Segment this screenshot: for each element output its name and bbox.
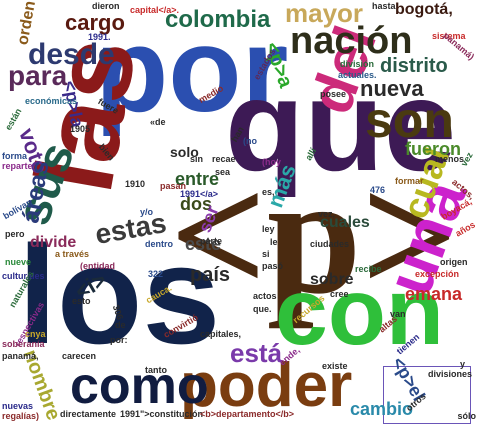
cloud-word: carecen <box>62 351 97 361</box>
cloud-word: colombia <box>165 6 271 33</box>
cloud-word: (no <box>243 136 257 146</box>
cloud-word: 1991">constitución <box>120 409 204 419</box>
cloud-word: es, <box>262 187 275 197</box>
cloud-word: formar <box>395 176 424 186</box>
cloud-word: dieron <box>92 1 120 11</box>
cloud-word: parte <box>200 236 223 246</box>
cloud-word: sin <box>190 154 204 164</box>
cloud-word: culturales <box>2 271 45 281</box>
cloud-word: posee <box>320 89 347 99</box>
cloud-word: cree <box>330 289 349 299</box>
cloud-word: (entidad <box>80 261 115 271</box>
cloud-word: con <box>275 259 444 365</box>
cloud-word: menos <box>435 154 465 164</box>
cloud-word: ciudades <box>310 239 350 249</box>
cloud-word: nuevas <box>2 401 34 411</box>
cloud-word: está <box>230 338 283 368</box>
cloud-word: 476 <box>370 185 386 195</box>
cloud-word: de <box>115 320 126 330</box>
cloud-word: nueva <box>360 76 424 101</box>
cloud-word: divisiones <box>428 369 473 379</box>
cloud-word: «de <box>150 117 166 127</box>
cloud-word: soberanía <box>2 339 45 349</box>
cloud-word: vez, <box>318 209 336 219</box>
cloud-word: recae <box>212 154 236 164</box>
cloud-word: forma <box>2 151 28 161</box>
cloud-word: tanto <box>145 365 167 375</box>
cloud-word: actuales. <box>338 70 377 80</box>
cloud-word: este <box>185 234 222 254</box>
cloud-word: poder <box>180 351 353 420</box>
cloud-word: distrito <box>380 55 448 77</box>
cloud-word: pero <box>5 229 25 239</box>
cloud-word: 1991. <box>88 32 111 42</box>
cloud-word: 1991</a> <box>180 189 219 199</box>
cloud-word: recibe <box>355 264 382 274</box>
cloud-word: sistema <box>432 31 466 41</box>
cloud-word: nación <box>290 20 413 62</box>
cloud-word: cnya <box>25 329 46 339</box>
cloud-word: reparte <box>2 161 33 171</box>
cloud-word: por <box>95 3 289 137</box>
cloud-word: <b>departamento</b> <box>200 409 295 419</box>
cloud-word: como <box>70 357 209 415</box>
cloud-word: actos <box>253 291 277 301</box>
cloud-word: van <box>390 309 406 319</box>
cloud-word: son <box>365 92 454 148</box>
cloud-word: (hoy <box>262 157 281 167</box>
cloud-word: <p> <box>170 141 459 329</box>
cloud-word: 322 <box>148 269 164 279</box>
cloud-word: existe <box>322 361 348 371</box>
cloud-word: ley <box>262 224 275 234</box>
cloud-word: si <box>262 249 270 259</box>
cloud-word: que. <box>253 304 272 314</box>
cloud-word: que <box>225 52 457 198</box>
cloud-word: y/o <box>140 207 154 217</box>
cloud-word: esto <box>72 296 91 306</box>
cloud-word: capitales, <box>200 329 242 339</box>
cloud-word: capital</a>. <box>130 5 180 15</box>
cloud-word: entre <box>175 169 220 189</box>
cloud-word: fueron <box>405 139 461 159</box>
cloud-word: panamá, <box>2 351 39 361</box>
cloud-word: solo <box>170 144 199 160</box>
cloud-word: cuales <box>320 214 370 231</box>
cloud-word: desde <box>28 38 115 71</box>
cloud-word: directamente <box>60 409 117 419</box>
cloud-word: 1905 <box>70 124 91 134</box>
cloud-word: pasan <box>160 181 187 191</box>
cloud-word: a través <box>55 249 90 259</box>
cloud-word: 1910 <box>125 179 146 189</box>
cloud-word: nueve <box>5 257 32 267</box>
cloud-word: le <box>270 237 278 247</box>
cloud-word: país <box>190 264 231 286</box>
cloud-word: sólo <box>457 411 476 421</box>
cloud-word: los <box>18 216 221 373</box>
cloud-word: económicas <box>25 96 78 106</box>
cloud-word: sea <box>215 167 231 177</box>
cloud-word: regalías) <box>2 411 40 421</box>
cloud-word: para <box>8 60 68 91</box>
cloud-word: divide <box>30 234 77 251</box>
cloud-word: sobre <box>310 271 354 288</box>
cloud-word: mayor <box>285 0 364 28</box>
cloud-word: hasta <box>372 1 396 11</box>
cloud-word: excepción <box>415 269 460 279</box>
cloud-word: pasó <box>262 261 284 271</box>
cloud-word: por: <box>110 335 128 345</box>
cloud-word: y <box>460 359 466 369</box>
cloud-word: dos <box>180 194 213 214</box>
cloud-word: bogotá, <box>395 1 453 18</box>
cloud-word: cambio <box>350 399 414 419</box>
cloud-word: emana <box>405 284 463 304</box>
cloud-word: origen <box>440 257 468 267</box>
cloud-word: división <box>340 59 375 69</box>
cloud-word: cargo <box>65 10 125 35</box>
cloud-word: dentro <box>145 239 173 249</box>
selection-frame <box>383 366 471 424</box>
